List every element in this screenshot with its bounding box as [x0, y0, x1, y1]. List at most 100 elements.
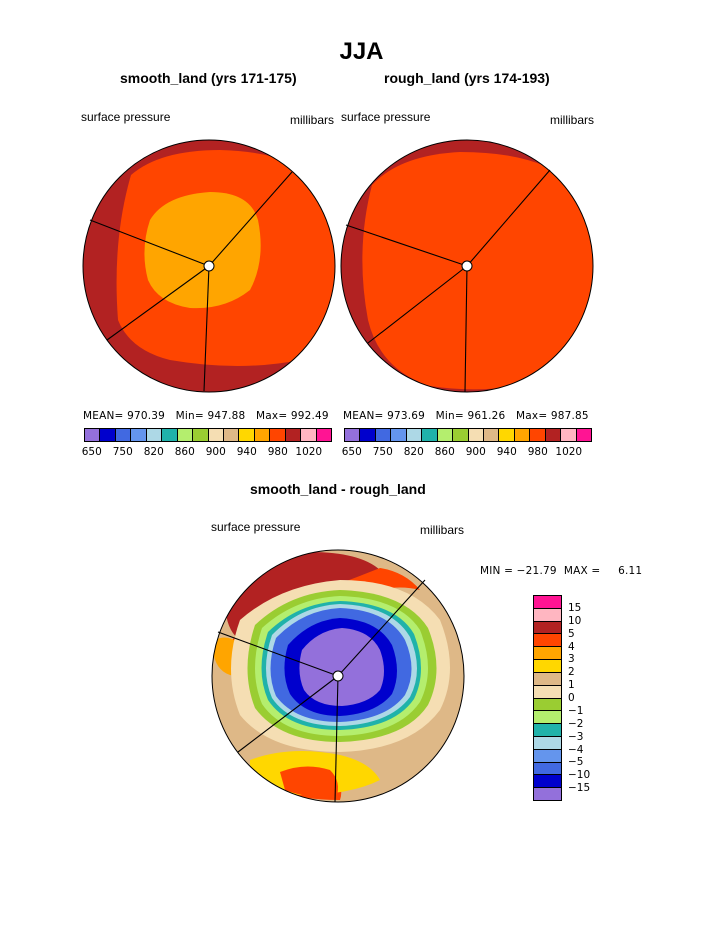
panel3-meridians — [217, 579, 426, 803]
panel3-stats: MIN = −21.79 MAX = 6.11 — [480, 565, 643, 577]
panel3-colorbar-box — [534, 685, 561, 699]
panel2-colorbar-box — [561, 429, 577, 441]
panel2-colorbar-tick-label: 940 — [496, 446, 517, 458]
panel2-colorbar-tick-label: 650 — [341, 446, 362, 458]
panel1-max-label: Max= — [256, 410, 288, 422]
panel2-title: rough_land (yrs 174-193) — [384, 70, 550, 86]
panel3-colorbar-tick-label: 5 — [568, 627, 575, 640]
panel1-colorbar-box — [131, 429, 147, 441]
panel1-colorbar-box — [208, 429, 224, 441]
panel1-colorbar-box — [115, 429, 132, 441]
panel1-colorbar-box — [254, 429, 271, 441]
panel1-right-label: millibars — [290, 113, 335, 127]
panel1-colorbar-box — [223, 429, 240, 441]
panel3-colorbar-tick-label: 1 — [568, 679, 575, 692]
panel1-rim — [82, 139, 336, 393]
panel3-colorbar-box — [534, 698, 561, 712]
panel1-meridians — [89, 171, 293, 392]
panel1-colorbar-box — [301, 429, 317, 441]
panel2-colorbar-box — [576, 429, 591, 441]
panel2-colorbar-box — [545, 429, 562, 441]
panel2-mean-value: 973.69 — [387, 410, 426, 422]
panel2-fill-960 — [362, 152, 593, 390]
panel1-colorbar-box — [85, 429, 101, 441]
panel2-colorbar-box — [468, 429, 484, 441]
panel3-colorbar-tick-label: 4 — [568, 640, 575, 653]
panel1-colorbar-box — [193, 429, 209, 441]
panel2-colorbar-tick-label: 900 — [465, 446, 486, 458]
panel2-colorbar-tick-label: 820 — [403, 446, 424, 458]
panel1-colorbar-tick-label: 820 — [143, 446, 164, 458]
panel2-pole — [461, 260, 473, 272]
panel2-colorbar — [344, 428, 592, 442]
panel3-colorbar-tick-label: −5 — [568, 756, 584, 769]
panel3-colorbar-box — [534, 660, 561, 673]
panel2-colorbar-box — [391, 429, 407, 441]
panel2-colorbar-box — [499, 429, 515, 441]
panel2-colorbar-tick-label: 860 — [434, 446, 455, 458]
panel1-colorbar — [84, 428, 332, 442]
panel1-colorbar-tick-label: 900 — [205, 446, 226, 458]
panel2-max-value: 987.85 — [550, 410, 589, 422]
panel3-colorbar-tick-label: −4 — [568, 743, 584, 756]
panel3-colorbar-box — [534, 608, 561, 622]
panel2-colorbar-box — [406, 429, 423, 441]
panel3-colorbar-box — [534, 634, 561, 648]
panel2-min-value: 961.26 — [467, 410, 506, 422]
panel1-colorbar-box — [162, 429, 178, 441]
panel2-colorbar-box — [437, 429, 454, 441]
panel1-max-value: 992.49 — [290, 410, 329, 422]
panel1-pole — [203, 260, 215, 272]
panel1-colorbar-box — [316, 429, 331, 441]
panel1-colorbar-box — [100, 429, 116, 441]
panel2-stats: MEAN= 973.69 Min= 961.26 Max= 987.85 — [343, 410, 589, 422]
panel3-colorbar-box — [534, 596, 561, 609]
panel3-colorbar-box — [534, 762, 561, 776]
panel1-colorbar-box — [177, 429, 194, 441]
panel2-left-label: surface pressure — [341, 110, 431, 124]
panel2-meridians — [345, 169, 551, 393]
panel3-title: smooth_land - rough_land — [250, 481, 426, 497]
panel3-colorbar-tick-label: −2 — [568, 717, 584, 730]
panel3-colorbar-box — [534, 775, 561, 789]
panel3-colorbar-tick-label: 3 — [568, 653, 575, 666]
panel3-colorbar-tick-label: −3 — [568, 730, 584, 743]
panel3-right-label: millibars — [420, 523, 465, 537]
panel1-mean-label: MEAN= — [83, 410, 124, 422]
panel3-colorbar — [533, 595, 562, 801]
panel2-colorbar-box — [375, 429, 392, 441]
panel2-colorbar-tick-label: 1020 — [555, 446, 583, 458]
panel2-colorbar-labels: 650 750 820 860 900 940 980 1020 — [341, 446, 592, 460]
panel2-colorbar-box — [360, 429, 376, 441]
panel1-min-value: 947.88 — [207, 410, 246, 422]
panel2-colorbar-box — [530, 429, 546, 441]
panel3-colorbar-tick-label: 2 — [568, 666, 575, 679]
panel3-colorbar-box — [534, 647, 561, 661]
panel3-colorbar-tick-label: 15 — [568, 601, 582, 614]
panel1-colorbar-box — [239, 429, 255, 441]
panel3-colorbar-tick-label: −1 — [568, 704, 584, 717]
panel2-colorbar-tick-label: 750 — [372, 446, 393, 458]
panel1-colorbar-tick-label: 750 — [112, 446, 133, 458]
panel3-colorbar-tick-label: −15 — [568, 782, 591, 795]
panel2-rim — [340, 139, 594, 393]
panel3-colorbar-tick-label: 10 — [568, 614, 582, 627]
figure-title: JJA — [339, 38, 384, 65]
panel1-left-label: surface pressure — [81, 110, 171, 124]
panel3-rim — [211, 549, 465, 803]
panel1-colorbar-box — [270, 429, 286, 441]
panel2-colorbar-box — [514, 429, 531, 441]
panel1-stats: MEAN= 970.39 Min= 947.88 Max= 992.49 — [83, 410, 329, 422]
panel2-max-label: Max= — [516, 410, 548, 422]
panel1-colorbar-labels: 650 750 820 860 900 940 980 1020 — [82, 446, 332, 460]
panel3-colorbar-box — [534, 621, 561, 635]
panel2-mean-label: MEAN= — [343, 410, 384, 422]
panel3-colorbar-box — [534, 672, 561, 686]
panel1-min-label: Min= — [175, 410, 204, 422]
panel2-colorbar-box — [422, 429, 438, 441]
panel1-title: smooth_land (yrs 171-175) — [120, 70, 297, 86]
panel1-colorbar-tick-label: 860 — [174, 446, 195, 458]
panel2-colorbar-tick-label: 980 — [527, 446, 548, 458]
panel3-colorbar-box — [534, 724, 561, 737]
